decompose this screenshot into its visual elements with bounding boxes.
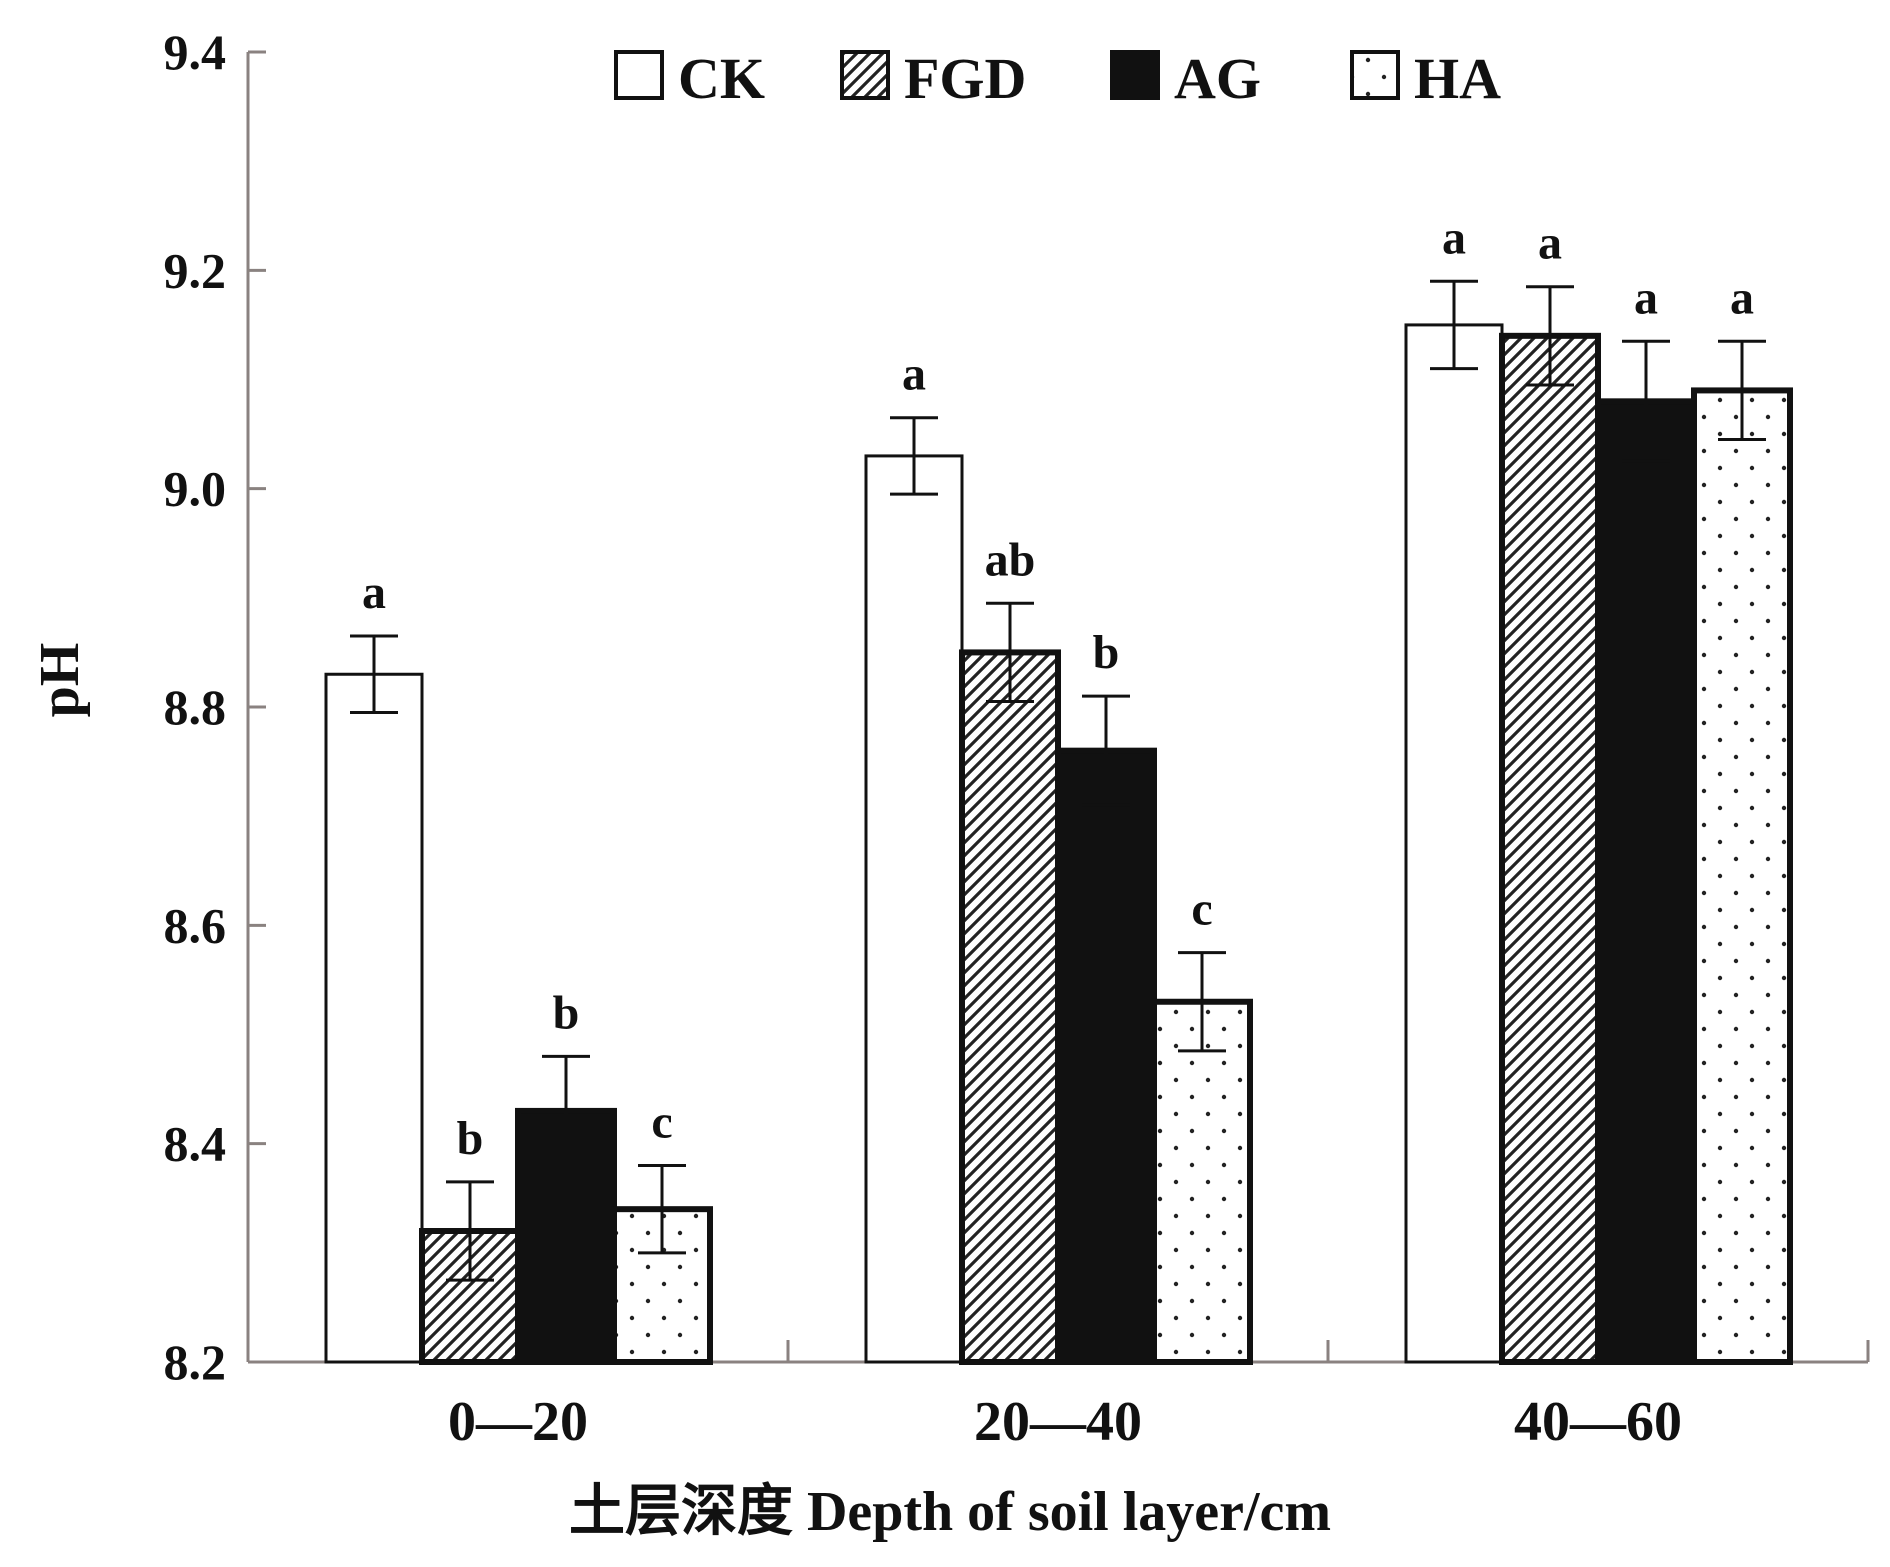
bar-fgd-40-60: [1499, 332, 1601, 1365]
bar-ck-20-40: [864, 454, 964, 1364]
legend-swatch-ag: [1110, 50, 1160, 100]
y-tick-label: 8.2: [164, 1334, 227, 1390]
significance-label: ab: [985, 533, 1036, 586]
bar-ck-0-20: [324, 672, 424, 1364]
y-tick-label: 9.0: [164, 461, 227, 517]
x-tick-label: 20—40: [974, 1391, 1142, 1453]
legend-swatch-fgd: [840, 50, 890, 100]
bar-ck-40-60: [1404, 323, 1504, 1364]
significance-label: a: [362, 566, 386, 619]
bar-ag-20-40: [1055, 747, 1157, 1365]
y-tick-label: 8.6: [164, 897, 227, 953]
significance-label: a: [1538, 217, 1562, 270]
significance-label: a: [1730, 271, 1754, 324]
y-tick-label: 9.2: [164, 242, 227, 298]
significance-label: c: [1191, 883, 1212, 936]
significance-label: b: [457, 1112, 484, 1165]
bar-ag-40-60: [1595, 398, 1697, 1366]
x-tick-label: 40—60: [1514, 1391, 1682, 1453]
significance-label: a: [1634, 271, 1658, 324]
legend-swatch-ck: [614, 50, 664, 100]
legend-label-ha: HA: [1414, 46, 1501, 111]
bar-ha-20-40: [1151, 998, 1253, 1365]
axes: 8.2 8.4 8.6 8.8 9.0 9.2 9.4 0—20 20—40 40—60: [164, 24, 1870, 1453]
bars: [324, 323, 1793, 1366]
legend-label-ag: AG: [1174, 46, 1261, 111]
significance-label: b: [553, 986, 580, 1039]
x-axis-title: 土层深度 Depth of soil layer/cm: [569, 1481, 1331, 1543]
y-tick-label: 8.4: [164, 1116, 227, 1172]
significance-label: a: [1442, 211, 1466, 264]
y-axis-title: pH: [29, 643, 91, 718]
legend-label-ck: CK: [678, 46, 765, 111]
y-tick-label: 8.8: [164, 679, 227, 735]
bar-ha-40-60: [1691, 387, 1793, 1365]
legend-swatch-ha: [1350, 50, 1400, 100]
legend-label-fgd: FGD: [904, 46, 1026, 111]
significance-label: b: [1093, 626, 1120, 679]
legend: CK FGD AG HA: [614, 46, 1501, 111]
error-bars: [350, 279, 1766, 1282]
x-tick-label: 0—20: [448, 1391, 588, 1453]
significance-label: a: [902, 348, 926, 401]
bar-fgd-20-40: [959, 649, 1061, 1365]
significance-label: c: [651, 1096, 672, 1149]
y-tick-label: 9.4: [164, 24, 227, 80]
